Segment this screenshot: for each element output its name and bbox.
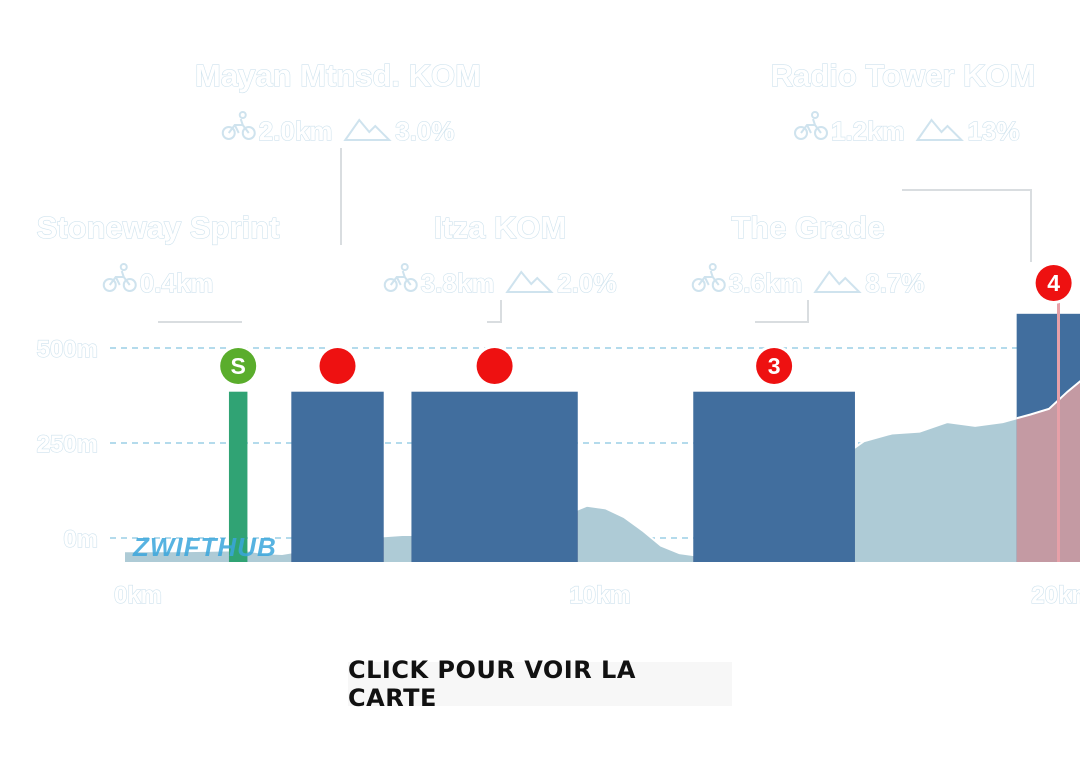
radio-climb-fill [1016, 381, 1080, 562]
watermark-text: ZWIFTHUB [132, 532, 277, 562]
leader-grade [755, 300, 809, 323]
segment-distance-radio: 1.2km [831, 116, 905, 146]
segment-markers: S 3 4 [217, 262, 1075, 387]
segment-title-sprint: Stoneway Sprint [37, 210, 280, 245]
y-tick-label: 250m [37, 431, 98, 458]
marker-label-sprint: S [231, 353, 246, 379]
view-map-button[interactable]: CLICK POUR VOIR LA CARTE [348, 656, 732, 712]
segment-grade-radio: 13% [968, 116, 1020, 146]
segment-labels: Stoneway Sprint 0.4km Mayan Mtnsd. KOM 2.0k… [36, 57, 1036, 298]
segment-box-itza [411, 391, 578, 562]
grade-icon-itza [505, 270, 554, 293]
marker-grade [756, 348, 793, 384]
segment-grade-mayan: 3.0% [395, 116, 454, 146]
marker-sprint [220, 348, 257, 384]
leader-radio [902, 189, 1032, 262]
bike-icon-grade [691, 263, 726, 292]
bike-icon-radio [794, 111, 828, 140]
marker-mayan [319, 348, 356, 384]
segment-box-sprint [228, 391, 248, 562]
segment-title-grade: The Grade [731, 210, 884, 245]
elevation-fill [125, 381, 1080, 562]
grade-icon-grade [813, 270, 862, 293]
right-edge-strip [1057, 300, 1060, 562]
leader-itza [487, 300, 502, 323]
segment-boxes [228, 300, 1080, 562]
marker-label-grade: 3 [768, 353, 781, 379]
zwifthub-watermark: ZWIFTHUB [132, 532, 277, 562]
segment-grade-grade: 8.7% [865, 268, 924, 298]
segment-title-radio: Radio Tower KOM [771, 58, 1036, 93]
x-tick-label: 20km [1031, 582, 1080, 609]
segment-title-itza: Itza KOM [434, 210, 567, 245]
segment-grade-itza: 2.0% [557, 268, 616, 298]
segment-distance-itza: 3.8km [421, 268, 495, 298]
grade-icon-mayan [343, 118, 392, 141]
marker-radio [1035, 265, 1072, 301]
y-tick-label: 500m [37, 336, 98, 363]
leader-lines [158, 148, 1032, 323]
segment-title-mayan: Mayan Mtnsd. KOM [195, 58, 481, 93]
marker-itza [476, 348, 513, 384]
bike-icon-itza [383, 263, 418, 292]
bike-icon-sprint [102, 263, 137, 292]
y-tick-label: 0m [63, 526, 98, 553]
segment-distance-sprint: 0.4km [140, 268, 214, 298]
bike-icon-mayan [221, 111, 256, 140]
elevation-area [125, 344, 1080, 562]
segment-distance-mayan: 2.0km [259, 116, 333, 146]
x-tick-label: 10km [569, 582, 630, 609]
segment-box-grade [693, 391, 855, 562]
axis-labels: 0m 250m 500m 0km 10km 20km [36, 335, 1080, 609]
elevation-profile-chart: ZWIFTHUB S 3 4 Stoneway Sprint 0.4km Mayan M… [36, 57, 1080, 610]
grade-icon-radio [915, 118, 964, 141]
segment-distance-grade: 3.6km [729, 268, 803, 298]
segment-box-mayan [291, 391, 384, 562]
marker-label-radio: 4 [1047, 270, 1060, 296]
x-tick-label: 0km [114, 582, 162, 609]
